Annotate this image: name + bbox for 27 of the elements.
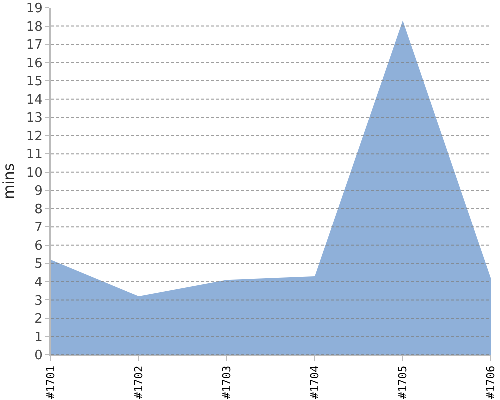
y-axis-title: mins — [0, 163, 18, 200]
y-tick-label: 16 — [26, 56, 43, 72]
y-tick-label: 7 — [34, 220, 43, 236]
x-tick-label: #1702 — [132, 366, 146, 400]
y-tick-label: 12 — [26, 129, 43, 144]
y-tick-label: 2 — [34, 312, 43, 328]
y-tick-label: 5 — [34, 257, 43, 272]
y-tick-label: 9 — [34, 184, 43, 200]
y-tick-label: 13 — [26, 111, 43, 126]
y-tick-label: 3 — [34, 294, 43, 309]
y-tick-label: 6 — [34, 238, 43, 254]
y-tick-label: 11 — [26, 148, 43, 163]
y-tick-label: 17 — [26, 38, 43, 54]
y-tick-label: 8 — [34, 202, 43, 218]
y-tick-label: 4 — [34, 276, 43, 290]
x-tick-label: #1703 — [220, 366, 234, 400]
y-tick-label: 0 — [34, 348, 43, 364]
x-tick-label: #1704 — [308, 366, 322, 400]
y-tick-label: 15 — [26, 74, 43, 90]
x-tick-label: #1705 — [396, 366, 410, 400]
x-tick-label: #1701 — [44, 366, 58, 400]
y-tick-label: 14 — [26, 92, 43, 108]
y-tick-label: 1 — [34, 330, 43, 346]
y-tick-label: 10 — [26, 166, 43, 181]
y-tick-label: 18 — [26, 20, 43, 35]
x-tick-label: #1706 — [484, 366, 498, 400]
y-tick-label: 19 — [26, 2, 43, 17]
